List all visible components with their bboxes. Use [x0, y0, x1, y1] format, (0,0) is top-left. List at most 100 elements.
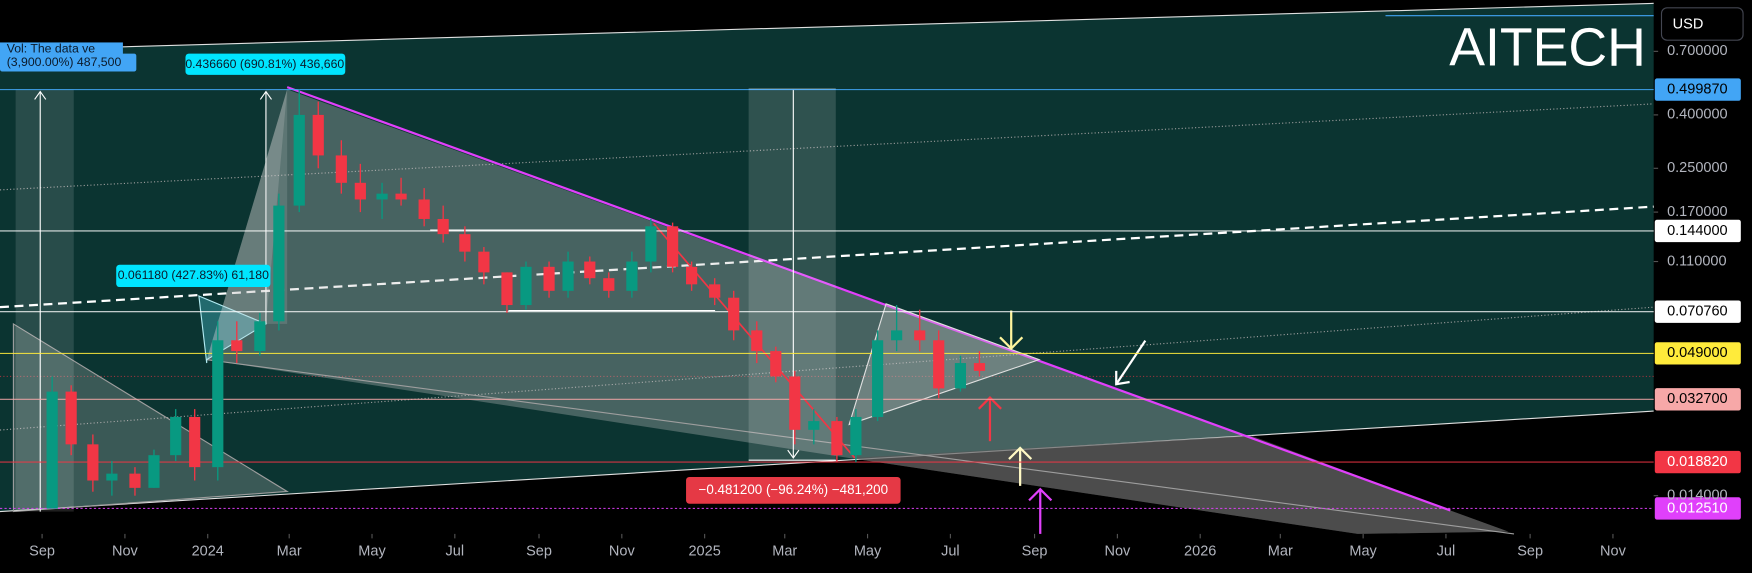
candle-body: [914, 330, 926, 341]
candle-body: [212, 340, 224, 468]
drawing-polyline: [1115, 370, 1130, 386]
annotation-bg: [185, 53, 346, 75]
drawing-polyline: [978, 396, 1002, 410]
candle-body: [459, 234, 471, 252]
candle-body: [872, 340, 884, 417]
candle-body: [501, 272, 513, 306]
x-tick-label: Sep: [29, 544, 55, 560]
candle-body: [562, 261, 574, 291]
currency-button[interactable]: [1660, 7, 1744, 41]
chart-title: AITECH: [1449, 18, 1646, 78]
candle-body: [808, 421, 820, 430]
candle-body: [973, 363, 986, 371]
x-tick-label: Jul: [1437, 544, 1456, 560]
level-label-bg: [1654, 300, 1741, 323]
level-label: 0.499870: [1667, 81, 1728, 97]
x-tick-label: May: [854, 544, 882, 560]
candle-body: [418, 199, 430, 219]
candle-body: [46, 391, 58, 509]
annotations: Vol: The data ve (3,900.00%) 487,500 0.4…: [0, 41, 901, 504]
x-tick-label: 2025: [688, 544, 720, 560]
x-tick-label: Jul: [941, 544, 960, 560]
candle-body: [891, 330, 903, 341]
annotation-bg: [686, 476, 901, 504]
drawing-polygon: [849, 435, 1509, 534]
candle-body: [850, 416, 862, 456]
candle-body: [728, 297, 740, 331]
level-label-bg: [1654, 388, 1741, 411]
x-tick-label: May: [358, 544, 386, 560]
candle-body: [354, 182, 366, 200]
drawing-line: [286, 86, 1451, 512]
drawing-polyline: [1008, 446, 1033, 460]
drawing-g: [1115, 340, 1147, 386]
x-tick-label: Nov: [609, 544, 636, 560]
drawing-polygon: [206, 89, 288, 360]
x-tick-label: Mar: [277, 544, 302, 560]
x-tick-label: Mar: [1268, 544, 1293, 560]
x-tick-label: 2026: [1184, 544, 1216, 560]
level-label: 0.018820: [1667, 454, 1728, 470]
drawing-g: [978, 396, 1002, 442]
level-label-bg: [1654, 342, 1741, 365]
candle-body: [129, 473, 141, 488]
drawing-polyline: [1028, 487, 1053, 502]
candle-body: [231, 340, 243, 352]
x-tick-label: Mar: [772, 544, 797, 560]
candle-body: [312, 114, 324, 156]
x-tick-label: Nov: [1600, 544, 1627, 560]
candle-body: [106, 473, 118, 481]
drawing-g: [1008, 446, 1033, 486]
annotation: 0.061180 (427.83%) 61,180: [118, 268, 269, 282]
candle-body: [65, 391, 77, 445]
drawing-line: [0, 103, 1654, 191]
drawing-polyline: [787, 449, 800, 459]
candle-body: [667, 226, 679, 267]
candle-body: [789, 376, 801, 430]
level-label: 0.012510: [1667, 500, 1728, 516]
candle-body: [603, 278, 615, 291]
candle-body: [751, 330, 763, 352]
candle-body: [686, 266, 698, 285]
x-tick-label: Nov: [1104, 544, 1131, 560]
candle-body: [478, 251, 490, 273]
candle-body: [87, 444, 99, 481]
level-label-bg: [1654, 219, 1741, 243]
drawing-polyline: [259, 90, 272, 100]
candle-body: [189, 416, 201, 468]
level-label: 0.032700: [1667, 391, 1728, 407]
x-tick-label: Sep: [1022, 544, 1048, 560]
drawing-g: [1028, 487, 1053, 534]
annotation-bg: [0, 53, 137, 72]
level-label: 0.049000: [1667, 345, 1728, 361]
price-levels: 0.499870 0.144000 0.070760 0.049000 0.032700…: [0, 78, 1741, 520]
candles: [46, 89, 986, 509]
drawing-line: [0, 410, 1654, 513]
candle-body: [770, 351, 782, 377]
candle-body: [543, 266, 555, 291]
x-tick-label: Nov: [112, 544, 139, 560]
drawing-g: [999, 310, 1024, 351]
annotation: −0.481200 (−96.24%) −481,200: [699, 482, 889, 497]
candle-body: [293, 114, 305, 206]
candle-body: [376, 193, 388, 200]
y-tick-label: 0.400000: [1667, 107, 1728, 123]
level-label-bg: [1654, 450, 1741, 474]
level-label: 0.070760: [1667, 303, 1728, 319]
candle-body: [584, 261, 596, 279]
drawing-line: [0, 2, 1654, 51]
candle-body: [148, 455, 160, 488]
y-tick-label: 0.250000: [1667, 160, 1728, 176]
candle-body: [954, 363, 967, 389]
annotation: (3,900.00%) 487,500: [7, 55, 122, 69]
x-tick-label: 2024: [192, 544, 224, 560]
y-tick-label: 0.014000: [1667, 488, 1728, 504]
drawing-rect: [15, 89, 74, 512]
y-tick-label: 0.110000: [1667, 253, 1726, 269]
annotation-bg: [0, 42, 123, 56]
level-label-bg: [1654, 78, 1741, 101]
candle-body: [626, 261, 638, 291]
candle-body: [273, 205, 285, 322]
drawing-polyline: [999, 336, 1024, 351]
currency[interactable]: USD: [1673, 16, 1704, 32]
